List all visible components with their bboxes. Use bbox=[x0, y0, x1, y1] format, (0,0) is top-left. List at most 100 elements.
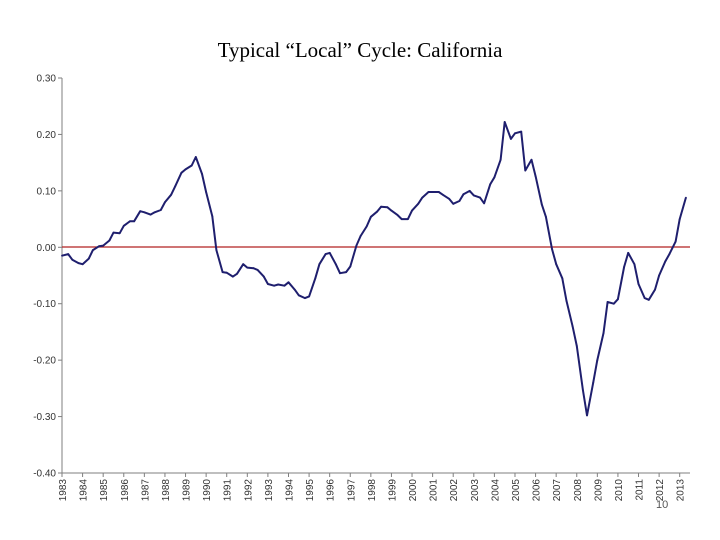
x-tick-label: 1996 bbox=[326, 479, 337, 502]
x-tick-label: 1988 bbox=[161, 479, 172, 502]
data-point bbox=[390, 209, 393, 212]
x-tick-label: 1993 bbox=[264, 479, 275, 502]
x-tick-label: 2013 bbox=[676, 479, 687, 502]
data-point bbox=[334, 263, 337, 266]
data-point bbox=[555, 263, 558, 266]
x-tick-label: 2004 bbox=[490, 479, 501, 502]
data-point bbox=[102, 244, 105, 247]
data-point bbox=[654, 288, 656, 291]
x-tick-label: 2008 bbox=[573, 479, 584, 502]
data-point bbox=[221, 271, 224, 273]
data-point bbox=[87, 257, 90, 260]
data-point bbox=[510, 138, 512, 140]
data-point bbox=[304, 297, 306, 299]
data-point bbox=[129, 220, 131, 223]
data-point bbox=[586, 414, 588, 417]
y-tick-label: -0.40 bbox=[33, 469, 56, 480]
data-point bbox=[674, 240, 677, 243]
data-point bbox=[143, 211, 146, 214]
data-point bbox=[211, 215, 214, 218]
data-point bbox=[318, 263, 321, 266]
y-ticks: 0.30 0.20 0.10 0.00 -0.10 -0.20 -0.30 -0.40 bbox=[33, 74, 62, 480]
data-point bbox=[67, 253, 70, 256]
y-tick-label: -0.10 bbox=[33, 299, 56, 310]
data-point bbox=[194, 156, 197, 158]
data-point bbox=[400, 218, 403, 221]
data-point bbox=[118, 232, 121, 235]
data-point bbox=[232, 275, 234, 278]
data-point bbox=[252, 267, 255, 270]
data-point bbox=[452, 202, 455, 205]
data-point bbox=[664, 260, 667, 263]
data-point bbox=[633, 263, 636, 266]
data-point bbox=[668, 253, 671, 256]
data-point bbox=[324, 253, 327, 256]
data-point bbox=[623, 266, 625, 268]
data-point bbox=[514, 132, 516, 135]
x-tick-label: 1997 bbox=[346, 479, 357, 502]
data-point bbox=[647, 298, 650, 301]
data-point bbox=[205, 191, 208, 193]
data-point bbox=[242, 263, 245, 266]
data-point bbox=[462, 193, 465, 196]
data-point bbox=[561, 277, 564, 280]
data-point bbox=[606, 301, 609, 303]
x-tick-label: 2003 bbox=[470, 479, 481, 502]
data-point bbox=[149, 213, 152, 216]
x-ticks: 1983 1984 1985 1986 1987 1988 1989 1990 1991 1992… bbox=[58, 473, 687, 501]
y-tick-label: 0.20 bbox=[37, 130, 57, 141]
data-point bbox=[92, 249, 94, 252]
data-point bbox=[201, 173, 203, 175]
data-point bbox=[71, 258, 74, 261]
data-point bbox=[108, 239, 111, 242]
data-point bbox=[365, 225, 368, 228]
data-point bbox=[534, 175, 537, 178]
data-point bbox=[489, 183, 492, 186]
data-point bbox=[256, 269, 259, 271]
data-point bbox=[77, 262, 80, 264]
data-point bbox=[122, 224, 125, 227]
data-point bbox=[503, 121, 506, 123]
data-point bbox=[448, 197, 450, 200]
series-line bbox=[61, 121, 687, 417]
data-point bbox=[427, 191, 430, 193]
data-point bbox=[483, 202, 485, 205]
data-point bbox=[98, 245, 100, 248]
data-point bbox=[273, 284, 275, 287]
data-point bbox=[551, 248, 553, 250]
data-point bbox=[411, 209, 413, 212]
data-point bbox=[592, 381, 595, 384]
data-point bbox=[499, 158, 502, 161]
data-point bbox=[458, 200, 461, 202]
data-point bbox=[308, 295, 310, 298]
data-point bbox=[643, 297, 646, 299]
x-tick-label: 1983 bbox=[58, 479, 69, 502]
x-tick-label: 1985 bbox=[99, 479, 110, 502]
x-tick-label: 1998 bbox=[367, 479, 378, 502]
data-point bbox=[685, 196, 687, 199]
x-tick-label: 2002 bbox=[449, 479, 460, 502]
x-tick-label: 1990 bbox=[202, 479, 213, 502]
data-point bbox=[582, 389, 584, 391]
data-point bbox=[159, 209, 162, 211]
data-point bbox=[180, 171, 183, 174]
x-tick-label: 1992 bbox=[243, 479, 254, 502]
data-point bbox=[437, 191, 440, 193]
data-point bbox=[617, 298, 619, 301]
data-point bbox=[297, 294, 300, 297]
data-point bbox=[283, 284, 286, 287]
x-tick-label: 2012 bbox=[655, 479, 666, 502]
data-point bbox=[417, 202, 420, 205]
x-tick-label: 2006 bbox=[532, 479, 543, 502]
data-point bbox=[328, 252, 331, 254]
data-point bbox=[215, 249, 218, 252]
x-tick-label: 1987 bbox=[140, 479, 151, 502]
data-point bbox=[339, 272, 341, 275]
x-tick-label: 1989 bbox=[182, 479, 193, 502]
data-point bbox=[627, 252, 630, 254]
x-tick-label: 2009 bbox=[593, 479, 604, 502]
data-point bbox=[314, 277, 317, 280]
x-tick-label: 2011 bbox=[635, 479, 646, 501]
x-tick-label: 2005 bbox=[511, 479, 522, 502]
